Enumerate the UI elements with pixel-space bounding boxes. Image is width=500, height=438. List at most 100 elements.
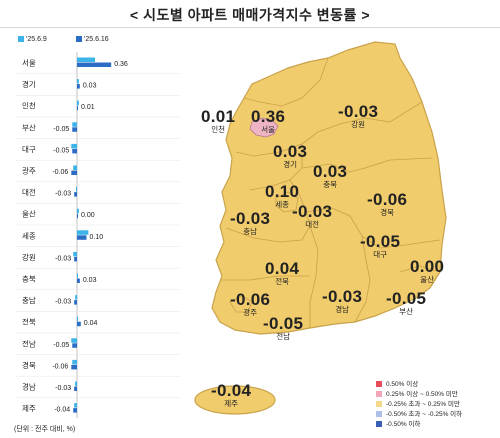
- category-label: 강원: [22, 252, 36, 262]
- map-legend-swatch: [376, 381, 382, 388]
- bar-series-2: [77, 278, 80, 283]
- category-label: 충북: [22, 275, 36, 284]
- map-legend-row: -0.50% 이하: [376, 420, 462, 430]
- data-label: 0.10: [90, 234, 104, 241]
- chart-title: < 시도별 아파트 매매가격지수 변동률 >: [130, 7, 370, 23]
- legend-label-series-2: '25.6.16: [84, 36, 109, 43]
- bar-chart: 서울 0.36 경기 0.03 인천 0.01 부산 -0.05 대구 -0.05 광주 -0.06 대…: [16, 52, 180, 418]
- region-value: -0.03: [338, 102, 379, 121]
- region-label: -0.05 부산: [386, 290, 426, 316]
- region-name: 인천: [211, 125, 226, 134]
- data-label: -0.04: [54, 407, 70, 414]
- region-name: 제주: [224, 399, 239, 408]
- bar-series-2: [74, 300, 77, 305]
- map-legend-swatch: [376, 421, 382, 428]
- region-name: 충남: [243, 227, 258, 236]
- region-value: 0.10: [265, 182, 300, 201]
- region-name: 부산: [399, 307, 414, 316]
- region-name: 광주: [243, 308, 258, 317]
- bar-series-1: [76, 187, 77, 192]
- bar-series-2: [71, 170, 77, 175]
- region-label: 0.03 경기: [273, 143, 307, 169]
- bar-series-1: [77, 208, 79, 214]
- bar-series-2: [71, 364, 77, 370]
- region-name: 서울: [261, 125, 276, 134]
- region-label: 0.00 울산: [410, 258, 444, 284]
- bar-series-2: [77, 213, 78, 219]
- data-label: -0.06: [52, 363, 68, 370]
- region-label: 0.03 충북: [313, 163, 347, 189]
- map-legend-row: 0.50% 이상: [376, 380, 462, 390]
- category-label: 대전: [22, 187, 36, 197]
- region-value: -0.03: [230, 209, 271, 228]
- data-label: 0.03: [83, 83, 97, 90]
- region-value: -0.05: [360, 232, 401, 251]
- data-label: 0.03: [83, 277, 97, 284]
- bar-series-1: [75, 381, 77, 386]
- map-legend: 0.50% 이상 0.25% 이상 ~ 0.50% 미만 -0.25% 초과 ~…: [376, 380, 462, 430]
- bar-series-1: [77, 273, 78, 278]
- region-label: -0.03 경남: [322, 288, 362, 314]
- region-name: 세종: [275, 200, 290, 209]
- region-value: 0.03: [313, 162, 348, 181]
- category-label: 경남: [22, 382, 36, 392]
- bar-series-2: [77, 321, 81, 327]
- bar-series-2: [77, 105, 78, 111]
- region-value: -0.03: [292, 202, 333, 221]
- region-label: -0.05 대구: [360, 233, 400, 259]
- region-value: 0.00: [410, 257, 445, 276]
- region-name: 경북: [380, 208, 395, 217]
- data-label: -0.05: [53, 126, 69, 133]
- region-value: 0.04: [265, 259, 300, 278]
- map-legend-label: -0.25% 초과 ~ 0.25% 미만: [386, 401, 460, 408]
- bar-series-2: [72, 148, 77, 154]
- region-label: 0.36 서울: [251, 108, 285, 134]
- map-legend-row: 0.25% 이상 ~ 0.50% 미만: [376, 390, 462, 400]
- map-legend-swatch: [376, 391, 382, 398]
- category-label: 전북: [22, 317, 36, 327]
- data-label: 0.01: [81, 104, 95, 111]
- data-label: -0.05: [53, 342, 69, 349]
- map-legend-label: -0.50% 이하: [386, 421, 421, 428]
- data-label: 0.36: [114, 61, 128, 68]
- map-legend-row: -0.50% 초과 ~ -0.25% 이하: [376, 410, 462, 420]
- jeju-shape: [194, 385, 276, 415]
- category-label: 제주: [22, 404, 36, 413]
- region-name: 경남: [335, 305, 350, 314]
- category-label: 광주: [22, 166, 36, 176]
- category-label: 경기: [22, 79, 36, 89]
- region-value: -0.06: [230, 290, 271, 309]
- map-legend-label: 0.50% 이상: [386, 381, 419, 388]
- bar-series-2: [77, 235, 87, 240]
- bar-series-2: [77, 84, 80, 89]
- map-legend-swatch: [376, 401, 382, 408]
- category-label: 경북: [22, 360, 36, 370]
- map-legend-label: -0.50% 초과 ~ -0.25% 이하: [386, 411, 463, 418]
- data-label: -0.06: [52, 169, 68, 176]
- map-legend-label: 0.25% 이상 ~ 0.50% 미만: [386, 391, 458, 398]
- region-label: 0.10 세종: [265, 183, 299, 209]
- data-label: 0.00: [81, 212, 95, 219]
- data-label: -0.03: [55, 191, 71, 198]
- legend-label-series-1: '25.6.9: [26, 36, 47, 43]
- region-value: -0.03: [322, 287, 363, 306]
- region-label: 0.01 인천: [201, 108, 235, 134]
- map-legend-row: -0.25% 초과 ~ 0.25% 미만: [376, 400, 462, 410]
- region-label: -0.03 강원: [338, 103, 378, 129]
- region-value: -0.04: [211, 381, 252, 400]
- region-name: 울산: [420, 275, 435, 284]
- region-name: 대전: [305, 220, 320, 229]
- region-value: 0.36: [251, 107, 286, 126]
- region-value: -0.05: [386, 289, 427, 308]
- region-name: 강원: [351, 120, 366, 129]
- region-name: 대구: [373, 250, 388, 259]
- region-label: -0.03 충남: [230, 210, 270, 236]
- legend-swatch-series-2: [76, 36, 82, 43]
- region-name: 전북: [275, 277, 290, 286]
- region-value: -0.06: [367, 190, 408, 209]
- region-label: 0.04 전북: [265, 260, 299, 286]
- legend-swatch-series-1: [18, 36, 24, 43]
- region-name: 경기: [283, 160, 298, 169]
- bar-series-2: [72, 343, 77, 348]
- bar-series-1: [71, 338, 77, 343]
